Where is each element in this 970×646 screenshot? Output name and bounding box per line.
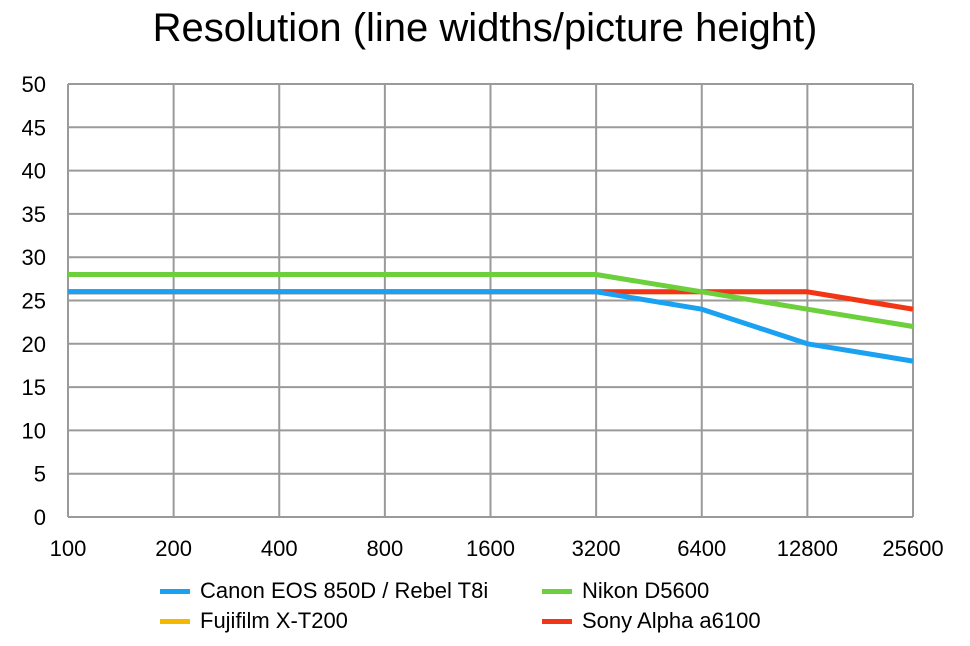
x-tick-label: 800 [367,536,404,561]
x-tick-label: 200 [155,536,192,561]
legend-label-nikon: Nikon D5600 [582,578,710,603]
x-tick-label: 1600 [466,536,515,561]
y-tick-label: 15 [22,375,46,400]
legend-swatch-nikon [542,588,572,594]
y-tick-label: 45 [22,115,46,140]
legend-swatch-fujifilm [160,618,190,624]
series-line-canon-eos-850d-rebel-t8i [68,289,914,364]
y-tick-label: 50 [22,72,46,97]
chart-title: Resolution (line widths/picture height) [152,6,818,50]
legend-item-canon: Canon EOS 850D / Rebel T8i [160,578,488,604]
y-tick-label: 25 [22,289,46,314]
legend-item-nikon: Nikon D5600 [542,578,709,604]
y-tick-label: 30 [22,245,46,270]
x-tick-label: 12800 [777,536,838,561]
series-line-nikon-d5600 [68,272,914,329]
x-tick-label: 400 [261,536,298,561]
legend-item-sony: Sony Alpha a6100 [542,608,761,634]
x-tick-label: 3200 [572,536,621,561]
y-tick-label: 5 [34,462,46,487]
legend-label-sony: Sony Alpha a6100 [582,608,761,633]
tick-layer: 0 5 10 15 20 25 30 35 40 45 50 100 200 400 800 1600 3200… [22,72,944,561]
x-tick-label: 100 [50,536,87,561]
legend-item-fujifilm: Fujifilm X-T200 [160,608,348,634]
y-tick-label: 20 [22,332,46,357]
legend-label-fujifilm: Fujifilm X-T200 [200,608,348,633]
y-tick-label: 40 [22,159,46,184]
x-tick-label: 6400 [677,536,726,561]
y-tick-label: 35 [22,202,46,227]
series-layer [68,272,914,364]
legend-label-canon: Canon EOS 850D / Rebel T8i [200,578,489,603]
legend-swatch-sony [542,618,572,624]
y-tick-label: 10 [22,418,46,443]
grid-layer [67,83,914,518]
x-tick-label: 25600 [882,536,943,561]
legend-swatch-canon [160,588,190,594]
y-tick-label: 0 [34,505,46,530]
